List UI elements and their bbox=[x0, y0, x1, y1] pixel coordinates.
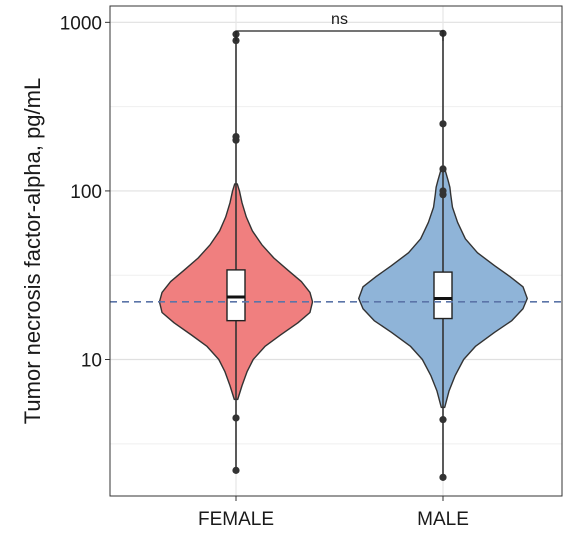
outlier-point bbox=[439, 120, 447, 128]
plot-panel-border bbox=[109, 5, 563, 497]
outlier-point bbox=[439, 165, 447, 173]
violin-group bbox=[158, 29, 528, 481]
violin-male bbox=[358, 29, 528, 481]
outlier-point bbox=[232, 466, 240, 474]
box-iqr bbox=[433, 271, 453, 320]
y-axis-title: Tumor necrosis factor-alpha, pg/mL bbox=[20, 78, 45, 424]
y-tick-label: 10 bbox=[81, 351, 102, 372]
outlier-point bbox=[439, 473, 447, 481]
outlier-point bbox=[439, 187, 447, 195]
outlier-point bbox=[232, 414, 240, 422]
x-tick-label: MALE bbox=[417, 509, 469, 530]
y-tick-label: 1000 bbox=[60, 13, 102, 34]
y-tick-label: 100 bbox=[70, 182, 102, 203]
violin-female bbox=[158, 30, 314, 474]
x-tick-label: FEMALE bbox=[198, 509, 274, 530]
box-iqr bbox=[226, 269, 246, 322]
outlier-point bbox=[232, 132, 240, 141]
x-axis-ticks: FEMALE MALE bbox=[198, 496, 469, 530]
y-axis-ticks: 10 100 1000 bbox=[60, 13, 110, 372]
significance-bracket: ns bbox=[235, 11, 444, 41]
bracket-line bbox=[235, 30, 444, 41]
grid-lines bbox=[110, 6, 562, 496]
significance-label: ns bbox=[331, 11, 348, 28]
outlier-point bbox=[439, 416, 447, 424]
